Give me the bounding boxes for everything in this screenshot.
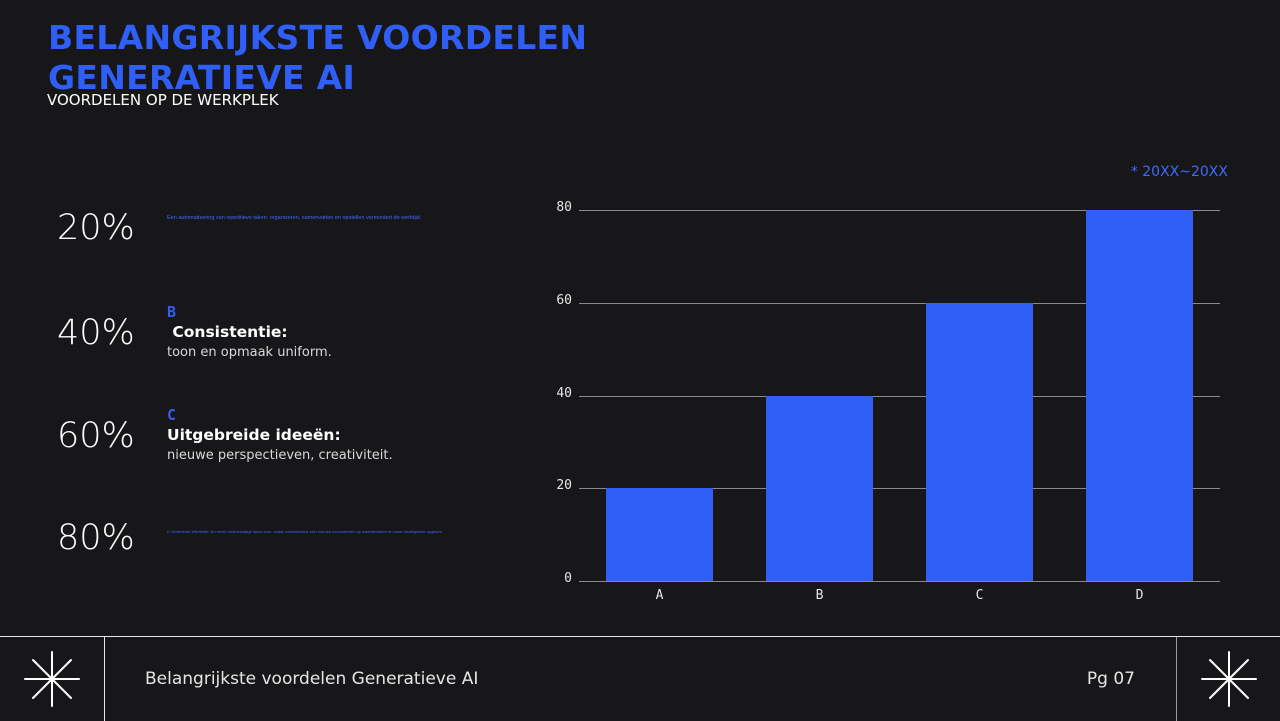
stat-value: 40% — [57, 313, 135, 353]
stat-description: D Verbeterde efficiëntie: AI neemt routi… — [167, 529, 487, 534]
bar-c — [926, 303, 1033, 581]
bar-chart: 80 60 40 20 0 A B C D — [540, 195, 1240, 615]
footer-title: Belangrijkste voordelen Generatieve AI — [145, 669, 479, 689]
page-subtitle: VOORDELEN OP DE WERKPLEK — [47, 91, 279, 109]
stat-value: 60% — [57, 416, 135, 456]
stat-heading: Consistentie: — [167, 323, 288, 341]
bar-b — [766, 396, 873, 581]
stat-body: nieuwe perspectieven, creativiteit. — [167, 448, 393, 463]
stat-heading: Uitgebreide ideeën: — [167, 426, 341, 444]
asterisk-star-icon — [24, 651, 80, 707]
date-range-note: * 20XX~20XX — [1130, 164, 1228, 180]
y-tick-label: 20 — [556, 478, 572, 493]
x-tick-label: C — [975, 588, 984, 603]
stat-detail-text: Een automatisering van repetitieve taken… — [167, 215, 422, 221]
stat-description: B Consistentie: toon en opmaak uniform. — [167, 303, 487, 363]
gridline-80 — [579, 210, 1220, 211]
y-tick-label: 60 — [556, 293, 572, 308]
gridline-20 — [579, 488, 1220, 489]
stat-description: Een automatisering van repetitieve taken… — [167, 215, 487, 221]
y-tick-label: 0 — [564, 571, 572, 586]
stat-value: 80% — [57, 518, 135, 558]
x-tick-label: B — [815, 588, 824, 603]
stat-letter: B — [167, 303, 177, 321]
bar-d — [1086, 210, 1193, 581]
stat-letter: C — [167, 406, 177, 424]
gridline-40 — [579, 396, 1220, 397]
asterisk-star-icon — [1200, 651, 1257, 707]
page-title: BELANGRIJKSTE VOORDELEN GENERATIEVE AI — [48, 18, 588, 97]
stat-body: toon en opmaak uniform. — [167, 345, 332, 360]
gridline-60 — [579, 303, 1220, 304]
stat-value: 20% — [57, 208, 135, 248]
x-tick-label: A — [655, 588, 664, 603]
footer-left-cell — [0, 637, 105, 721]
bar-a — [606, 488, 713, 581]
footer-right-cell — [1176, 637, 1280, 721]
page-number: Pg 07 — [1086, 669, 1135, 689]
gridline-0 — [579, 581, 1220, 582]
y-tick-label: 80 — [556, 200, 572, 215]
y-tick-label: 40 — [556, 386, 572, 401]
stat-detail-text: D Verbeterde efficiëntie: AI neemt routi… — [167, 529, 444, 534]
stat-description: C Uitgebreide ideeën: nieuwe perspectiev… — [167, 406, 487, 466]
x-tick-label: D — [1135, 588, 1144, 603]
footer: Belangrijkste voordelen Generatieve AI P… — [0, 636, 1280, 721]
